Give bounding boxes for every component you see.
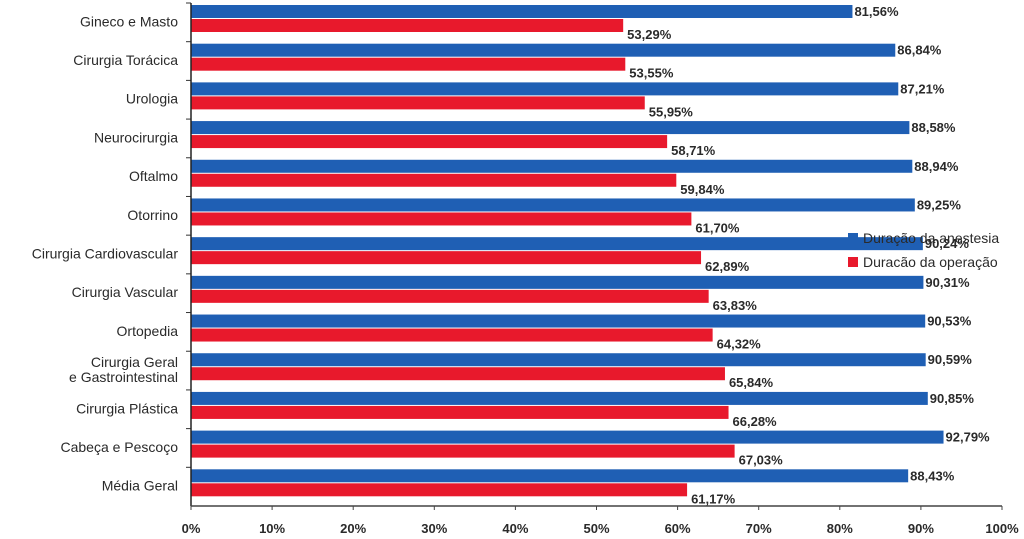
value-label-operation: 61,70% (695, 220, 740, 235)
value-label-operation: 65,84% (729, 375, 774, 390)
value-label-operation: 66,28% (733, 414, 778, 429)
value-label-operation: 55,95% (649, 104, 694, 119)
bar-operation (191, 251, 702, 265)
bar-operation (191, 212, 692, 226)
x-tick-label: 20% (340, 521, 366, 536)
category-label: Cirurgia Cardiovascular (32, 246, 179, 262)
bar-anesthesia (191, 159, 913, 173)
category-label: Cirurgia Plástica (76, 400, 178, 416)
category-label: Oftalmo (129, 168, 178, 184)
x-tick-label: 10% (259, 521, 285, 536)
legend-swatch-anesthesia (848, 233, 858, 243)
bars-group (191, 5, 944, 497)
category-label: Gineco e Masto (80, 13, 178, 29)
value-label-anesthesia: 92,79% (946, 430, 991, 445)
legend-label-operation: Duracão da operação (863, 254, 998, 270)
legend-swatch-operation (848, 257, 858, 267)
bar-operation (191, 19, 624, 32)
category-label: Otorrino (127, 207, 178, 223)
bar-operation (191, 135, 668, 149)
bar-operation (191, 367, 725, 381)
x-tick-label: 50% (583, 521, 609, 536)
category-label: Urologia (126, 91, 178, 107)
x-tick-label: 100% (985, 521, 1019, 536)
value-label-operation: 58,71% (671, 143, 716, 158)
bar-anesthesia (191, 391, 928, 405)
value-label-anesthesia: 87,21% (900, 81, 945, 96)
bar-anesthesia (191, 353, 926, 367)
value-label-operation: 53,29% (627, 27, 672, 42)
value-label-anesthesia: 88,94% (914, 159, 959, 174)
category-label: Ortopedia (117, 323, 179, 339)
value-label-anesthesia: 90,31% (925, 275, 970, 290)
value-label-operation: 67,03% (739, 453, 784, 468)
x-tick-label: 0% (182, 521, 201, 536)
value-label-anesthesia: 90,59% (928, 352, 973, 367)
bar-operation (191, 405, 729, 419)
bar-anesthesia (191, 275, 924, 289)
bar-anesthesia (191, 82, 899, 96)
value-label-anesthesia: 90,85% (930, 391, 975, 406)
value-label-operation: 61,17% (691, 491, 736, 506)
category-label: Neurocirurgia (94, 129, 178, 145)
bar-operation (191, 483, 688, 497)
bar-anesthesia (191, 314, 926, 328)
category-label: Cirurgia Geral (91, 354, 178, 370)
category-label: Cirurgia Torácica (73, 52, 178, 68)
category-label: Cabeça e Pescoço (60, 439, 178, 455)
value-label-operation: 62,89% (705, 259, 750, 274)
value-label-anesthesia: 90,53% (927, 314, 972, 329)
category-label: Cirurgia Vascular (72, 284, 179, 300)
x-tick-label: 70% (746, 521, 772, 536)
value-label-anesthesia: 81,56% (854, 4, 899, 19)
value-label-anesthesia: 89,25% (917, 197, 962, 212)
axes-group: 0% 10% 20% 30% 40% 50% 60% 70% 80% 90% 100% (182, 2, 1019, 536)
x-tick-label: 40% (502, 521, 528, 536)
value-label-operation: 63,83% (713, 298, 758, 313)
x-tick-label: 80% (827, 521, 853, 536)
bar-operation (191, 328, 713, 342)
value-label-anesthesia: 90,24% (925, 236, 970, 251)
bar-operation (191, 57, 626, 71)
x-tick-label: 90% (908, 521, 934, 536)
bar-operation (191, 96, 645, 110)
legend-item-anesthesia: Duração da anestesia (848, 226, 999, 250)
value-label-anesthesia: 88,43% (910, 468, 955, 483)
value-label-anesthesia: 86,84% (897, 43, 942, 58)
legend-label-anesthesia: Duração da anestesia (863, 230, 1000, 246)
value-label-operation: 59,84% (680, 182, 725, 197)
labels-group: 81,56% 53,29% Gineco e Masto 86,84% 53,55% Ci… (32, 4, 990, 506)
x-tick-label: 30% (421, 521, 447, 536)
value-label-operation: 53,55% (629, 66, 674, 81)
x-tick-label: 60% (665, 521, 691, 536)
bar-operation (191, 173, 677, 187)
category-label: e Gastrointestinal (69, 369, 178, 385)
bar-anesthesia (191, 237, 923, 251)
bar-anesthesia (191, 469, 909, 483)
bar-operation (191, 289, 709, 303)
legend: Duração da anestesia Duracão da operação (848, 226, 999, 274)
category-label: Média Geral (102, 478, 178, 494)
bar-anesthesia (191, 43, 896, 57)
bar-anesthesia (191, 121, 910, 135)
bar-anesthesia (191, 5, 853, 18)
bar-anesthesia (191, 430, 944, 444)
bar-operation (191, 444, 735, 458)
legend-item-operation: Duracão da operação (848, 250, 999, 274)
value-label-anesthesia: 88,58% (911, 120, 956, 135)
bar-anesthesia (191, 198, 915, 212)
value-label-operation: 64,32% (717, 337, 762, 352)
